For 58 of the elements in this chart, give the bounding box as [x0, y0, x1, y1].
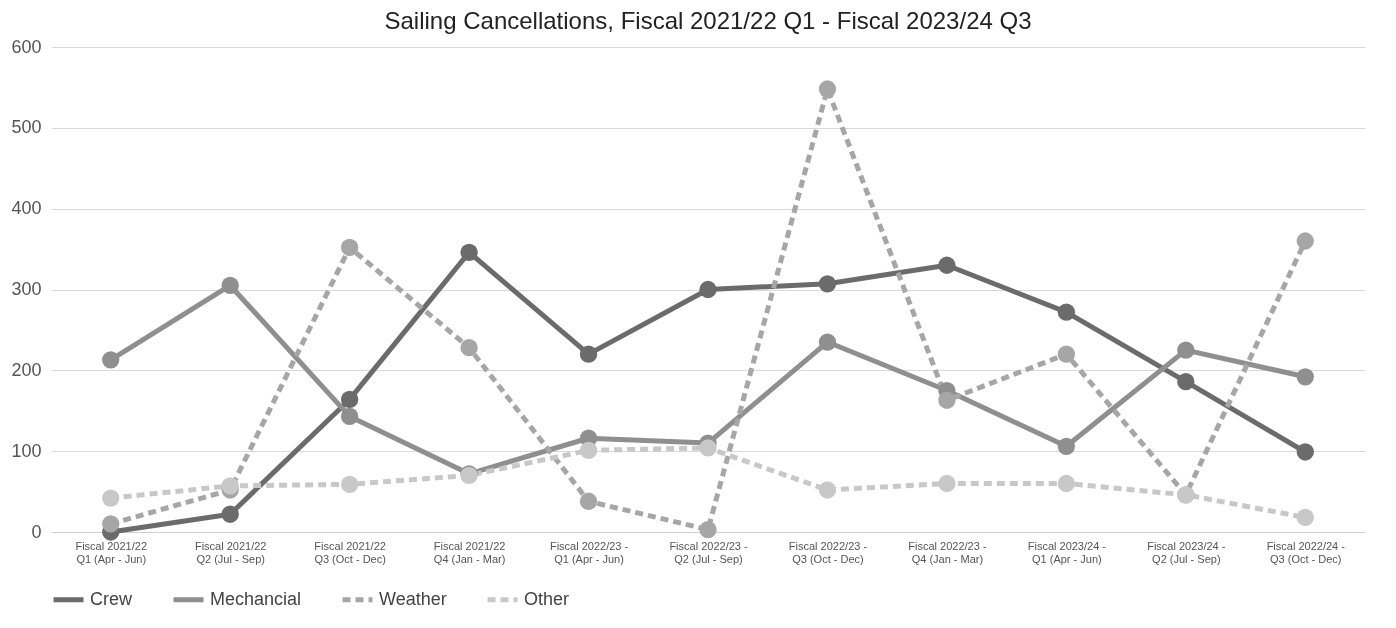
legend-label: Crew: [90, 588, 133, 609]
y-tick-label: 100: [11, 440, 42, 461]
point: [340, 407, 359, 426]
point: [221, 477, 239, 495]
x-tick-label: Fiscal 2021/22 Q3 (Oct - Dec): [314, 539, 386, 565]
point: [102, 489, 120, 507]
x-tick-label: Fiscal 2023/24 - Q2 (Jul - Sep): [1147, 539, 1226, 565]
point: [818, 275, 837, 293]
chart-title: Sailing Cancellations, Fiscal 2021/22 Q1 - Fiscal 2023/24 Q3: [384, 7, 1032, 34]
y-tick-label: 400: [11, 198, 42, 219]
point: [1057, 474, 1076, 493]
point: [340, 238, 359, 257]
point: [699, 520, 717, 539]
point: [1057, 303, 1076, 321]
point: [699, 439, 717, 457]
x-tick-label: Fiscal 2022/24 - Q3 (Oct - Dec): [1266, 539, 1346, 565]
point: [1296, 443, 1314, 461]
point: [938, 474, 956, 493]
point: [460, 339, 478, 357]
point: [938, 391, 956, 409]
point: [1177, 341, 1195, 359]
point: [818, 481, 837, 499]
point: [102, 515, 120, 533]
point: [221, 505, 239, 523]
y-tick-label: 600: [11, 36, 42, 57]
point: [102, 351, 120, 369]
point: [1296, 508, 1314, 527]
point: [699, 280, 717, 299]
point: [818, 80, 837, 98]
point: [1057, 437, 1076, 455]
point: [579, 492, 598, 510]
point: [221, 276, 239, 295]
point: [818, 333, 837, 351]
x-tick-label: Fiscal 2021/22 Q2 (Jul - Sep): [194, 539, 267, 565]
point: [460, 243, 478, 261]
x-tick-label: Fiscal 2021/22 Q1 (Apr - Jun): [75, 539, 147, 565]
legend-label: Mechancial: [210, 588, 302, 609]
point: [340, 390, 359, 409]
y-tick-label: 500: [11, 117, 42, 138]
x-tick-label: Fiscal 2022/23 - Q3 (Oct - Dec): [788, 539, 868, 565]
point: [1296, 368, 1314, 386]
point: [340, 475, 359, 493]
y-tick-label: 300: [11, 279, 42, 299]
point: [579, 441, 598, 459]
point: [579, 345, 598, 363]
x-tick-label: Fiscal 2022/23 - Q4 (Jan - Mar): [908, 539, 987, 565]
point: [938, 256, 956, 274]
y-tick-label: 200: [11, 359, 42, 380]
x-tick-label: Fiscal 2021/22 Q4 (Jan - Mar): [433, 539, 506, 565]
point: [1057, 345, 1076, 363]
legend-label: Other: [524, 588, 570, 609]
point: [1177, 373, 1195, 391]
x-tick-label: Fiscal 2022/23 - Q1 (Apr - Jun): [549, 539, 629, 565]
legend-label: Weather: [379, 588, 447, 609]
x-tick-label: Fiscal 2022/23 - Q2 (Jul - Sep): [669, 539, 748, 565]
x-tick-label: Fiscal 2023/24 - Q1 (Apr - Jun): [1027, 539, 1107, 565]
point: [1296, 232, 1314, 250]
y-tick-label: 0: [31, 521, 42, 542]
